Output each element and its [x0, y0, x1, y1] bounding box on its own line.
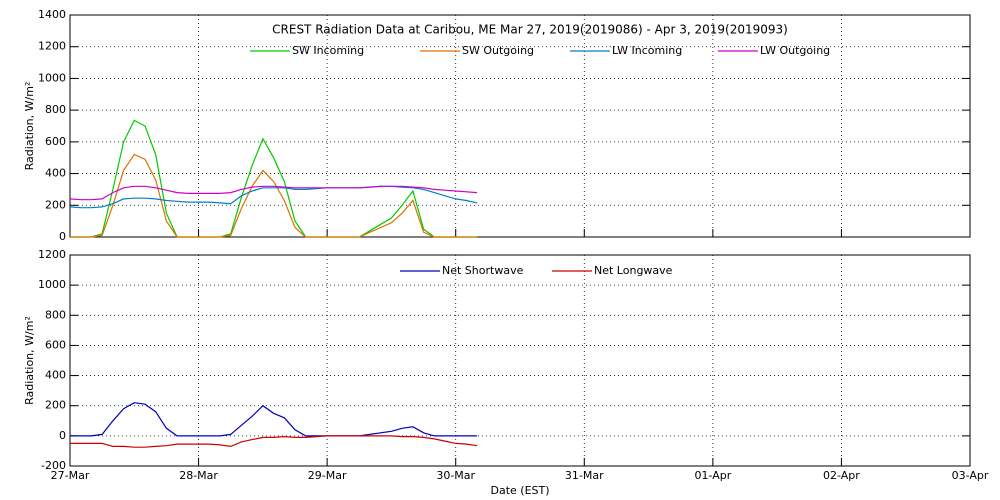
y-tick-label: 0 [59, 230, 66, 243]
x-tick-label: 30-Mar [436, 469, 475, 482]
y-tick-label: 200 [45, 399, 66, 412]
x-tick-label: 02-Apr [823, 469, 860, 482]
y-tick-label: 1000 [38, 278, 66, 291]
x-tick-label: 27-Mar [51, 469, 90, 482]
legend-label: LW Outgoing [760, 44, 830, 57]
legend-label: LW Incoming [612, 44, 682, 57]
x-axis-label: Date (EST) [490, 484, 549, 497]
y-tick-label: 800 [45, 103, 66, 116]
series-line [70, 435, 478, 448]
y-tick-label: 800 [45, 308, 66, 321]
plot-frame [69, 14, 971, 238]
series-line [70, 119, 478, 238]
legend-label: Net Longwave [594, 264, 673, 277]
y-tick-label: 1200 [38, 40, 66, 53]
y-tick-label: 200 [45, 198, 66, 211]
y-axis-label: Radiation, W/m² [23, 82, 36, 171]
y-tick-label: 1200 [38, 248, 66, 261]
legend-label: SW Incoming [292, 44, 364, 57]
x-tick-label: 29-Mar [308, 469, 347, 482]
series-line [70, 153, 478, 238]
x-tick-label: 01-Apr [694, 469, 731, 482]
series-line [69, 185, 478, 209]
y-tick-label: 600 [45, 135, 66, 148]
plot-frame [69, 254, 971, 467]
y-tick-label: 400 [45, 167, 66, 180]
y-tick-label: 600 [45, 338, 66, 351]
y-tick-label: 1400 [38, 8, 66, 21]
series-line [70, 402, 478, 437]
y-axis-label: Radiation, W/m² [23, 316, 36, 405]
y-tick-label: 400 [45, 369, 66, 382]
y-tick-label: -200 [41, 459, 66, 472]
series-line [69, 185, 478, 201]
y-tick-label: 0 [59, 429, 66, 442]
x-tick-label: 28-Mar [179, 469, 218, 482]
legend-label: Net Shortwave [442, 264, 524, 277]
x-tick-label: 03-Apr [952, 469, 989, 482]
x-tick-label: 31-Mar [565, 469, 604, 482]
chart-title: CREST Radiation Data at Caribou, ME Mar … [272, 23, 788, 37]
legend-label: SW Outgoing [462, 44, 534, 57]
y-tick-label: 1000 [38, 71, 66, 84]
